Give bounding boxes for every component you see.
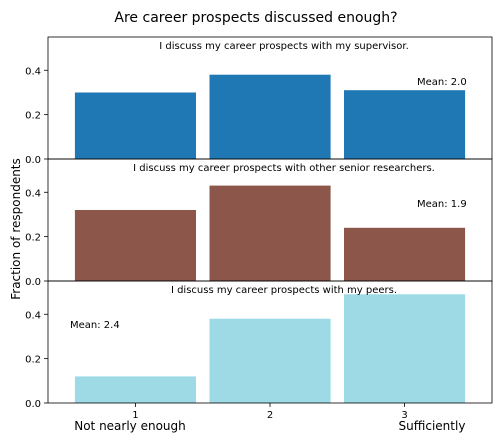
y-tick-label: 0.0 (25, 399, 41, 410)
bar-3 (344, 90, 466, 159)
panel-title: I discuss my career prospects with my pe… (171, 285, 397, 296)
y-axis-label: Fraction of respondents (9, 158, 23, 300)
y-tick-label: 0.2 (25, 355, 41, 366)
mean-label: Mean: 2.4 (70, 320, 120, 331)
panel-title: I discuss my career prospects with my su… (159, 41, 409, 52)
bar-2 (209, 74, 331, 159)
bar-1 (74, 92, 196, 159)
panels: 0.0 0.2 0.4 I discuss my career prospects w… (25, 36, 493, 410)
x-tick-label: 2 (267, 410, 273, 421)
x-axis-right-label: Sufficiently (399, 419, 466, 433)
bar-2 (209, 185, 331, 281)
x-axis-left-label: Not nearly enough (74, 419, 186, 433)
panel-3: 0.0 0.2 0.4 I discuss my career prospects w… (25, 280, 493, 410)
y-tick-label: 0.4 (25, 66, 41, 77)
y-tick-label: 0.0 (25, 155, 41, 166)
x-tick-label: 3 (401, 410, 407, 421)
bar-3 (344, 227, 466, 281)
x-tick-label: 1 (132, 410, 138, 421)
mean-label: Mean: 2.0 (417, 77, 467, 88)
y-tick-label: 0.2 (25, 111, 41, 122)
bar-2 (209, 318, 331, 403)
panel-1: 0.0 0.2 0.4 I discuss my career prospects w… (25, 36, 493, 166)
bar-3 (344, 294, 466, 403)
panel-title: I discuss my career prospects with other… (133, 163, 435, 174)
bar-1 (74, 376, 196, 403)
y-tick-label: 0.4 (25, 188, 41, 199)
y-tick-label: 0.4 (25, 310, 41, 321)
x-axis: 1 2 3 (132, 403, 408, 421)
panel-2: 0.0 0.2 0.4 I discuss my career prospects w… (25, 158, 493, 288)
bar-1 (74, 210, 196, 281)
y-tick-label: 0.2 (25, 233, 41, 244)
mean-label: Mean: 1.9 (417, 199, 467, 210)
y-tick-label: 0.0 (25, 277, 41, 288)
chart-title: Are career prospects discussed enough? (114, 10, 397, 26)
